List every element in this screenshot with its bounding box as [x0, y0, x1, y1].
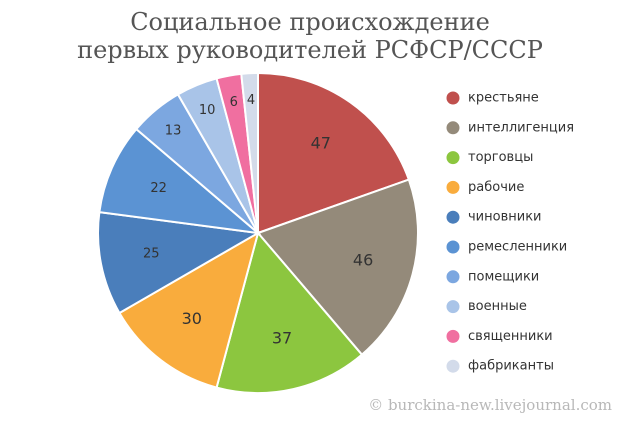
data-label: 4	[247, 93, 255, 108]
pie-slice	[240, 71, 259, 234]
data-label: 6	[230, 95, 238, 110]
legend-label: военные	[468, 299, 527, 314]
legend-label: фабриканты	[468, 359, 554, 374]
legend-marker	[445, 239, 461, 255]
legend-marker	[445, 299, 461, 315]
pie-slice	[257, 71, 411, 235]
pie-slice	[118, 230, 260, 389]
chart-title: Социальное происхождение	[130, 8, 490, 36]
pie-slice	[98, 127, 262, 235]
pie-slice	[256, 178, 419, 357]
legend-marker	[445, 358, 461, 374]
legend-marker	[445, 328, 461, 344]
legend-label: крестьяне	[468, 91, 539, 106]
legend-marker	[445, 269, 461, 285]
legend-label: торговцы	[468, 150, 533, 165]
legend-marker	[445, 150, 461, 166]
legend-label: чиновники	[468, 210, 542, 225]
data-label: 47	[311, 134, 331, 153]
watermark: © burckina-new.livejournal.com	[368, 396, 612, 414]
data-label: 46	[353, 251, 373, 270]
pie-slice	[215, 230, 364, 394]
legend-marker	[445, 90, 461, 106]
legend-marker	[445, 120, 461, 136]
data-label: 37	[272, 329, 292, 348]
legend-label: рабочие	[468, 180, 524, 195]
legend-label: ремесленники	[468, 240, 567, 255]
data-label: 22	[150, 181, 167, 196]
legend-label: помещики	[468, 269, 539, 284]
chart-title: первых руководителей РСФСР/СССР	[77, 36, 543, 64]
legend-label: интеллигенция	[468, 120, 574, 135]
pie-slice	[97, 210, 262, 315]
data-label: 25	[143, 247, 160, 262]
legend-label: священники	[468, 329, 553, 344]
legend-marker	[445, 179, 461, 195]
legend-marker	[445, 209, 461, 225]
data-label: 30	[182, 309, 202, 328]
data-label: 13	[165, 123, 182, 138]
data-label: 10	[199, 103, 216, 118]
